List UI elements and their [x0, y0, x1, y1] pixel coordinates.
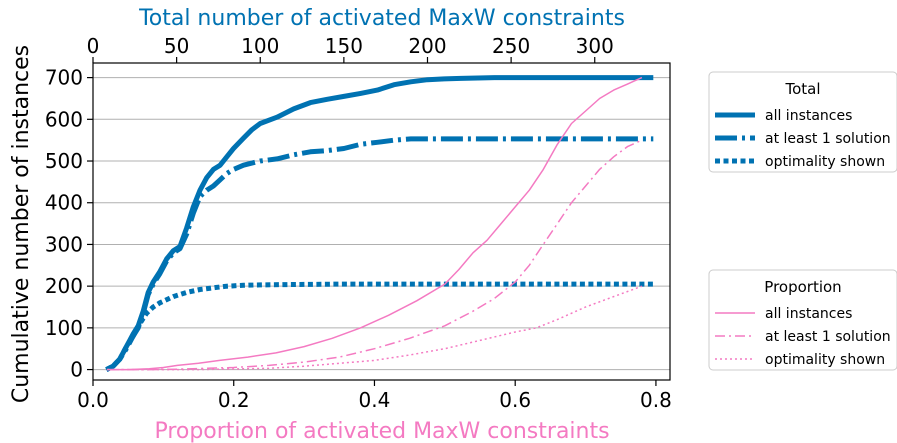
legend-entry: optimality shown	[765, 352, 885, 368]
y-tick-label: 0	[70, 358, 83, 382]
legend-entry: all instances	[765, 108, 852, 124]
legend-entry: at least 1 solution	[765, 131, 891, 147]
y-tick-label: 500	[45, 149, 83, 173]
y-tick-label: 700	[45, 66, 83, 90]
series-line	[105, 136, 654, 372]
y-tick-label: 600	[45, 107, 83, 131]
y-tick-label: 100	[45, 316, 83, 340]
axes-layer: 0 100 200 300 400 500 600 700 0.0 0.2 0.4 0.6 0.8 0 50…	[45, 34, 672, 412]
series-layer	[105, 75, 654, 372]
x-tick-label: 0.8	[640, 388, 672, 412]
legend-entry: at least 1 solution	[765, 329, 891, 345]
legend-entry: optimality shown	[765, 154, 885, 170]
x2-tick-label: 300	[576, 34, 614, 58]
x-tick-label: 0.4	[359, 388, 391, 412]
x2-tick-label: 250	[492, 34, 530, 58]
series-line	[107, 139, 643, 371]
x2-tick-label: 100	[241, 34, 279, 58]
bottom-axis-label: Proportion of activated MaxW constraints	[154, 419, 609, 443]
series-line	[107, 285, 643, 371]
legend-title: Total	[784, 80, 820, 98]
x2-tick-label: 50	[164, 34, 189, 58]
legend-box	[708, 71, 897, 173]
y-tick-label: 300	[45, 232, 83, 256]
legends-layer: Total all instances at least 1 solution opt…	[708, 71, 897, 371]
x2-tick-label: 200	[408, 34, 446, 58]
top-axis-label: Total number of activated MaxW constrain…	[138, 6, 625, 31]
series-line	[105, 75, 654, 372]
plot-frame	[92, 62, 671, 381]
x2-tick-label: 0	[87, 34, 100, 58]
legend-box	[708, 269, 897, 371]
legend-proportion: Proportion all instances at least 1 soluti…	[708, 269, 897, 371]
x-tick-label: 0.2	[218, 388, 250, 412]
y-tick-label: 400	[45, 191, 83, 215]
x2-tick-label: 150	[325, 34, 363, 58]
legend-title: Proportion	[764, 278, 841, 296]
series-line	[105, 281, 654, 372]
y-tick-label: 200	[45, 274, 83, 298]
grid-lines	[93, 77, 670, 371]
y-axis-label: Cumulative number of instances	[9, 45, 34, 403]
legend-entry: all instances	[765, 306, 852, 322]
series-line	[107, 76, 643, 371]
legend-total: Total all instances at least 1 solution opt…	[708, 71, 897, 173]
x-tick-label: 0.6	[499, 388, 531, 412]
x-tick-label: 0.0	[77, 388, 109, 412]
